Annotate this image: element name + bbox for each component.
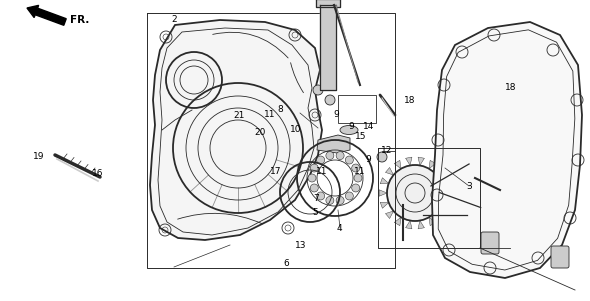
Circle shape: [317, 156, 325, 164]
Polygon shape: [429, 217, 436, 226]
Circle shape: [440, 210, 450, 220]
Circle shape: [336, 197, 344, 204]
Text: 9: 9: [333, 110, 339, 119]
Circle shape: [352, 164, 360, 172]
Polygon shape: [150, 20, 322, 240]
Polygon shape: [429, 160, 436, 169]
Circle shape: [325, 95, 335, 105]
Text: 15: 15: [355, 132, 367, 141]
Circle shape: [336, 152, 344, 160]
Text: 10: 10: [290, 125, 302, 134]
Polygon shape: [437, 211, 444, 219]
Text: 11: 11: [354, 167, 366, 176]
Polygon shape: [432, 22, 582, 278]
Text: 9: 9: [348, 122, 354, 131]
Polygon shape: [405, 221, 412, 229]
Polygon shape: [441, 178, 450, 184]
Circle shape: [313, 85, 323, 95]
Circle shape: [377, 152, 387, 162]
Polygon shape: [405, 157, 412, 166]
Polygon shape: [320, 5, 336, 90]
Circle shape: [445, 170, 455, 180]
Text: 8: 8: [277, 105, 283, 114]
Polygon shape: [394, 217, 401, 226]
Text: 7: 7: [313, 194, 319, 203]
Circle shape: [455, 195, 465, 205]
Polygon shape: [437, 167, 444, 175]
Text: 9: 9: [366, 155, 372, 164]
Text: 16: 16: [91, 169, 103, 178]
Polygon shape: [316, 0, 340, 7]
Text: 5: 5: [313, 208, 319, 217]
Text: 18: 18: [404, 96, 416, 105]
FancyArrow shape: [27, 5, 66, 25]
Text: 12: 12: [381, 146, 392, 155]
Text: 14: 14: [363, 122, 375, 131]
Polygon shape: [380, 202, 389, 208]
Text: 6: 6: [283, 259, 289, 268]
Text: 3: 3: [466, 182, 472, 191]
Text: 4: 4: [336, 224, 342, 233]
Circle shape: [405, 183, 425, 203]
Circle shape: [387, 165, 443, 221]
Circle shape: [310, 164, 318, 172]
Circle shape: [453, 203, 463, 213]
Circle shape: [326, 197, 334, 204]
Text: 2: 2: [171, 15, 177, 24]
Polygon shape: [380, 178, 389, 184]
Circle shape: [308, 174, 316, 182]
Polygon shape: [418, 157, 424, 166]
Polygon shape: [379, 190, 387, 196]
FancyBboxPatch shape: [551, 246, 569, 268]
Circle shape: [310, 184, 318, 192]
Polygon shape: [317, 135, 350, 153]
Polygon shape: [418, 221, 424, 229]
Text: 21: 21: [233, 111, 245, 120]
Text: 20: 20: [254, 128, 266, 137]
Polygon shape: [443, 190, 451, 196]
Circle shape: [396, 174, 434, 212]
Circle shape: [345, 156, 353, 164]
Polygon shape: [441, 202, 450, 208]
Polygon shape: [385, 211, 394, 219]
Circle shape: [352, 184, 360, 192]
Text: 11: 11: [316, 167, 327, 176]
Text: FR.: FR.: [70, 15, 89, 25]
Circle shape: [354, 174, 362, 182]
Ellipse shape: [340, 126, 358, 135]
Polygon shape: [394, 160, 401, 169]
Text: 18: 18: [504, 83, 516, 92]
Circle shape: [345, 192, 353, 200]
Circle shape: [326, 152, 334, 160]
Text: 11: 11: [264, 110, 276, 119]
Circle shape: [317, 192, 325, 200]
Polygon shape: [385, 167, 394, 175]
FancyBboxPatch shape: [481, 232, 499, 254]
Text: 17: 17: [270, 167, 282, 176]
Circle shape: [469, 172, 481, 184]
Text: 19: 19: [32, 152, 44, 161]
Text: 13: 13: [295, 241, 307, 250]
